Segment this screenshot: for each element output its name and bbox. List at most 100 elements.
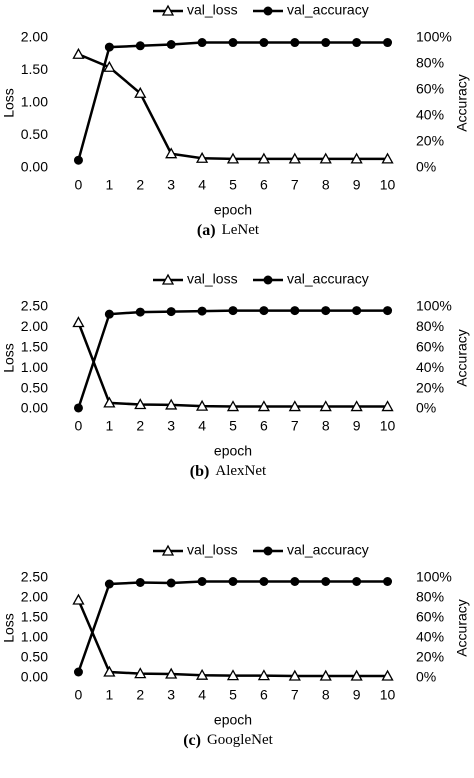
series-line: [77, 322, 388, 408]
x-tick-label: 8: [322, 177, 330, 193]
marker-circle: [135, 41, 145, 51]
x-tick-label: 9: [353, 177, 361, 193]
x-tick-label: 6: [260, 687, 268, 703]
y-tick-label: 2.50: [21, 298, 48, 314]
marker-circle: [259, 38, 269, 48]
x-tick-label: 2: [136, 177, 144, 193]
marker-circle: [321, 38, 331, 48]
chart: val_loss val_accuracy 0.00 0.50 1.00 1.50 2.00…: [1, 2, 470, 239]
marker-circle: [263, 275, 273, 285]
x-tick-label: 5: [229, 418, 237, 434]
caption-label: (c): [183, 732, 201, 749]
x-tick-label: 10: [380, 418, 396, 434]
y2-axis-label: Accuracy: [454, 74, 470, 132]
marker-triangle: [350, 669, 363, 681]
y-tick-label: 1.50: [21, 339, 48, 355]
marker-triangle: [72, 593, 85, 605]
y-axis-label: Loss: [1, 88, 17, 118]
caption: (c) GoogleNet: [183, 732, 273, 749]
x-tick-label: 0: [75, 177, 83, 193]
y-tick-label: 1.50: [21, 609, 48, 625]
marker-triangle: [350, 152, 363, 164]
marker-circle: [228, 577, 238, 586]
marker-triangle: [134, 667, 147, 679]
series-line: [77, 309, 388, 409]
legend-label: val_accuracy: [287, 2, 369, 18]
y-tick-label: 1.50: [21, 61, 48, 77]
y2-tick-label: 60%: [416, 609, 444, 625]
y2-tick-label: 60%: [416, 339, 444, 355]
x-tick-label: 2: [136, 418, 144, 434]
caption-label: (b): [190, 463, 210, 480]
y-tick-label: 1.00: [21, 629, 48, 645]
marker-circle: [73, 667, 83, 677]
marker-triangle: [161, 273, 175, 285]
legend-label: val_loss: [187, 271, 238, 287]
caption-label: (a): [197, 222, 216, 239]
y2-tick-label: 0%: [416, 400, 436, 416]
marker-triangle: [381, 669, 394, 681]
y-tick-label: 0.00: [21, 159, 48, 175]
y2-tick-label: 0%: [416, 159, 436, 175]
x-axis-label: epoch: [214, 443, 252, 459]
x-tick-label: 7: [291, 177, 299, 193]
x-tick-label: 5: [229, 177, 237, 193]
marker-triangle: [195, 668, 209, 680]
marker-circle: [383, 38, 393, 48]
x-tick-label: 3: [167, 418, 175, 434]
marker-circle: [352, 38, 362, 48]
y2-tick-label: 100%: [416, 29, 452, 45]
x-tick-label: 8: [322, 418, 330, 434]
marker-circle: [166, 307, 176, 317]
x-tick-label: 0: [75, 418, 83, 434]
marker-triangle: [257, 400, 271, 412]
marker-triangle: [195, 399, 209, 411]
x-tick-label: 1: [105, 177, 113, 193]
y2-tick-label: 40%: [416, 629, 444, 645]
y2-tick-label: 20%: [416, 379, 444, 395]
x-tick-label: 9: [353, 687, 361, 703]
x-tick-label: 0: [75, 687, 83, 703]
x-tick-label: 3: [167, 177, 175, 193]
marker-circle: [259, 306, 269, 316]
marker-circle: [104, 309, 114, 319]
chart: val_loss val_accuracy 0.00 0.50 1.00 1.50 2.00…: [1, 271, 470, 480]
marker-triangle: [288, 669, 301, 681]
y-tick-label: 0.00: [21, 669, 48, 685]
y2-tick-label: 40%: [416, 107, 444, 123]
marker-triangle: [226, 669, 240, 681]
x-tick-label: 6: [260, 177, 268, 193]
marker-triangle: [226, 152, 240, 164]
y-tick-label: 2.00: [21, 29, 48, 45]
marker-triangle: [72, 47, 85, 59]
y2-tick-label: 80%: [416, 589, 444, 605]
x-tick-label: 8: [322, 687, 330, 703]
x-tick-label: 5: [229, 687, 237, 703]
marker-circle: [352, 577, 362, 586]
marker-circle: [104, 579, 114, 589]
legend-label: val_accuracy: [287, 271, 369, 287]
marker-circle: [321, 306, 331, 316]
caption-text: AlexNet: [215, 463, 267, 479]
series-line: [77, 580, 388, 673]
caption: (a) LeNet: [197, 222, 260, 239]
y2-tick-label: 60%: [416, 81, 444, 97]
marker-triangle: [319, 669, 332, 681]
marker-circle: [166, 40, 176, 49]
y2-tick-label: 20%: [416, 133, 444, 149]
marker-circle: [135, 578, 145, 587]
marker-circle: [73, 155, 83, 165]
marker-circle: [228, 38, 238, 48]
x-tick-label: 7: [291, 418, 299, 434]
series-line: [77, 41, 388, 161]
marker-circle: [73, 403, 83, 413]
marker-triangle: [288, 152, 301, 164]
y-tick-label: 2.00: [21, 318, 48, 334]
x-tick-label: 4: [198, 177, 206, 193]
legend-label: val_accuracy: [287, 542, 369, 558]
y2-tick-label: 20%: [416, 649, 444, 665]
marker-circle: [197, 306, 207, 316]
caption-text: LeNet: [222, 222, 260, 238]
legend-label: val_loss: [187, 542, 238, 558]
